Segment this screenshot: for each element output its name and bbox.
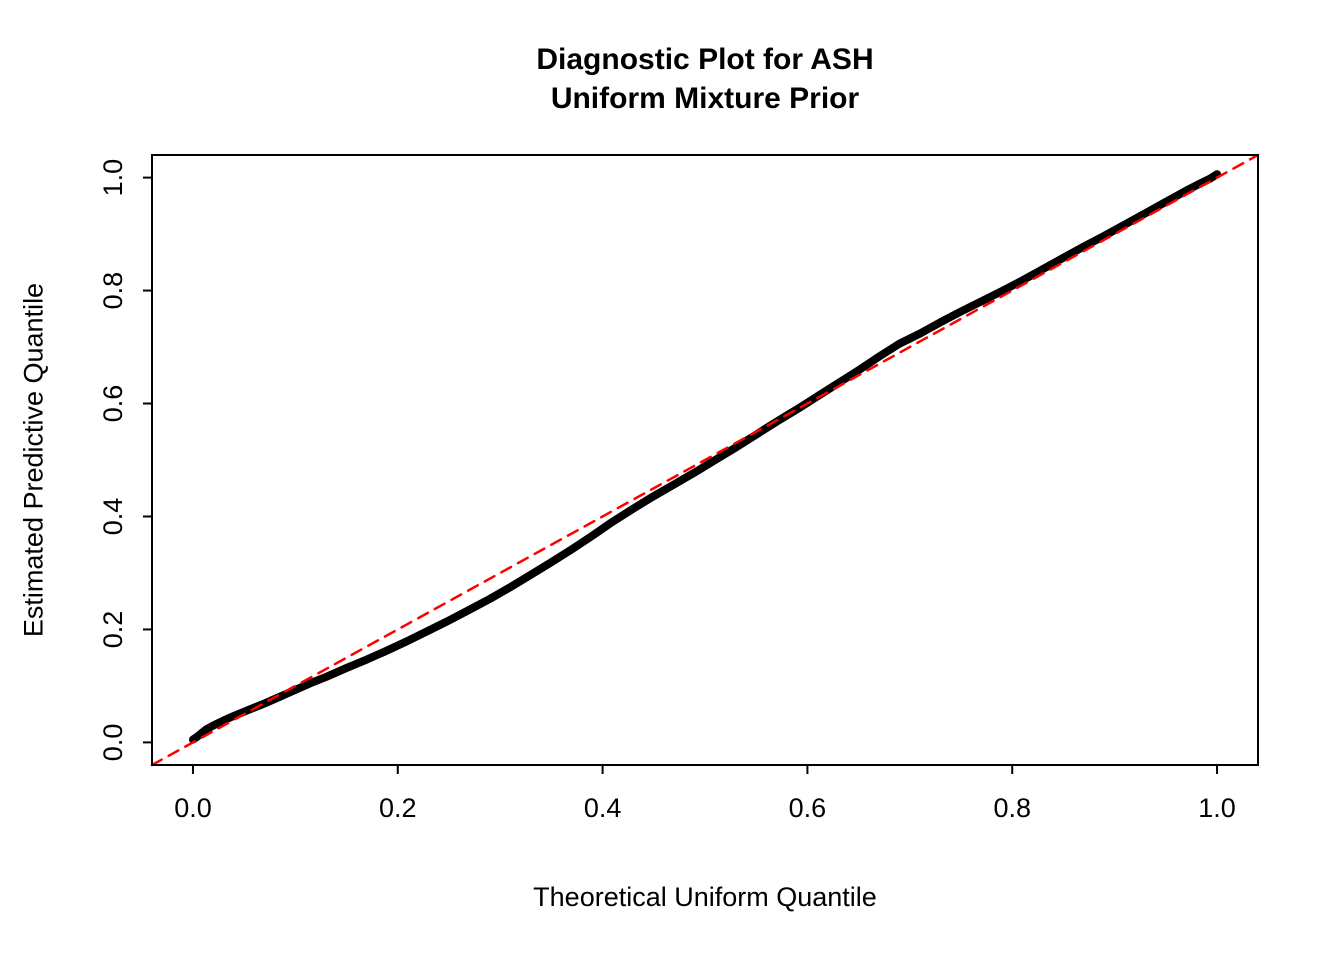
x-axis-title: Theoretical Uniform Quantile [533, 882, 877, 912]
y-tick-label: 0.6 [98, 385, 128, 423]
x-tick-label: 0.6 [789, 793, 827, 823]
x-tick-label: 0.8 [993, 793, 1031, 823]
y-tick-label: 0.4 [98, 498, 128, 536]
y-tick-label: 0.2 [98, 611, 128, 649]
y-tick-label: 0.0 [98, 724, 128, 762]
x-tick-label: 0.2 [379, 793, 417, 823]
estimated-predictive-quantiles-line [189, 170, 1221, 744]
y-tick-label: 1.0 [98, 159, 128, 197]
chart-title-line1: Diagnostic Plot for ASH [536, 43, 874, 76]
identity-reference-line [150, 153, 1260, 767]
chart-title: Diagnostic Plot for ASH Uniform Mixture … [152, 40, 1258, 118]
x-tick-label: 1.0 [1198, 793, 1236, 823]
x-tick-label: 0.4 [584, 793, 622, 823]
x-tick-label: 0.0 [174, 793, 212, 823]
chart-title-line2: Uniform Mixture Prior [550, 82, 860, 115]
plot-border [151, 154, 1259, 766]
y-axis-title: Estimated Predictive Quantile [18, 282, 49, 638]
y-tick-label: 0.8 [98, 272, 128, 310]
